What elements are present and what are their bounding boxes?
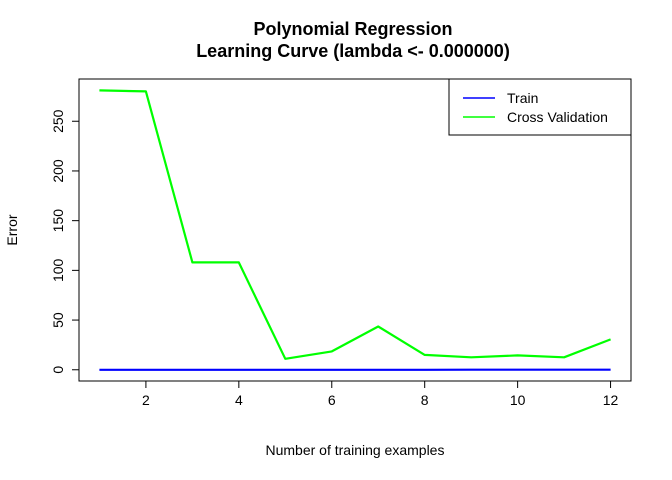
y-tick-label: 200	[50, 159, 66, 183]
legend-label-cross-validation: Cross Validation	[507, 109, 608, 125]
x-tick-label: 8	[421, 392, 429, 408]
legend-label-train: Train	[507, 90, 538, 106]
y-tick-label: 50	[50, 312, 66, 328]
series-layer	[99, 89, 611, 371]
y-axis: 0 50 100 150 200 250	[50, 109, 80, 374]
x-axis: 2 4 6 8 10 12	[142, 380, 619, 408]
series-line-cross-validation	[99, 89, 611, 360]
x-tick-label: 6	[328, 392, 336, 408]
x-tick-label: 2	[142, 392, 150, 408]
y-tick-label: 250	[50, 109, 66, 133]
x-axis-label: Number of training examples	[266, 442, 445, 458]
y-tick-label: 150	[50, 209, 66, 233]
y-tick-label: 100	[50, 258, 66, 282]
legend: Train Cross Validation	[448, 78, 632, 136]
x-tick-label: 12	[603, 392, 619, 408]
chart-title-line-2: Learning Curve (lambda <- 0.000000)	[196, 41, 510, 61]
chart-title-line-1: Polynomial Regression	[253, 19, 452, 39]
y-tick-label: 0	[50, 366, 66, 374]
x-tick-label: 4	[235, 392, 243, 408]
legend-box	[448, 78, 632, 136]
x-tick-label: 10	[510, 392, 526, 408]
y-axis-label: Error	[4, 214, 20, 245]
